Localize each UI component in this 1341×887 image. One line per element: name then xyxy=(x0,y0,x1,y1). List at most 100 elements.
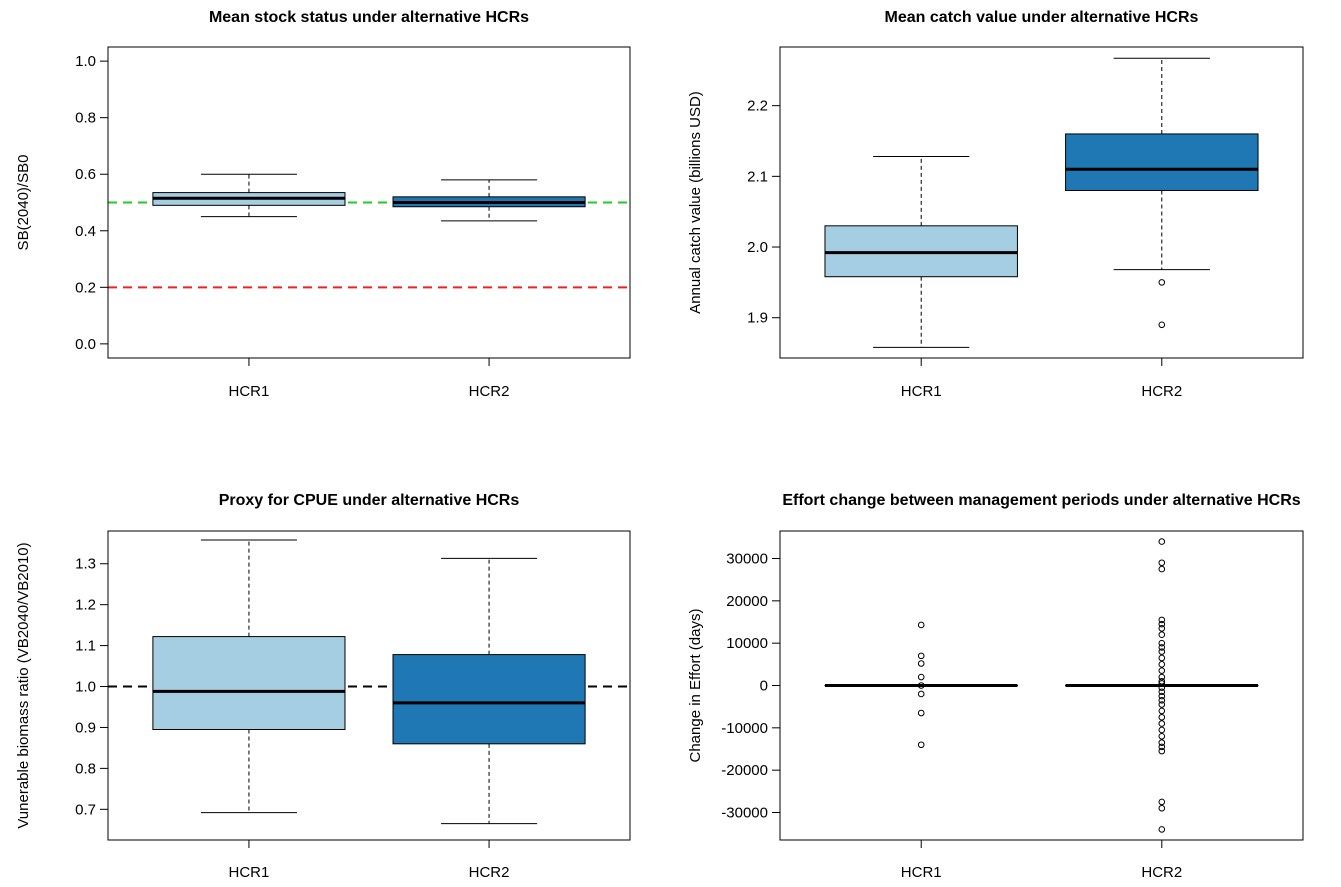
outlier-point xyxy=(1158,713,1166,721)
y-tick-label: 2.2 xyxy=(747,98,768,115)
chart-panel-1: Mean stock status under alternative HCRs… xyxy=(15,9,631,400)
y-axis-label: SB(2040)/SB0 xyxy=(15,155,32,251)
box-hcr2 xyxy=(392,179,586,222)
y-tick-label: 1.2 xyxy=(75,597,96,614)
outlier-point xyxy=(1158,625,1166,632)
chart-title: Proxy for CPUE under alternative HCRs xyxy=(219,492,520,509)
y-tick-label: 1.3 xyxy=(75,556,96,573)
box-hcr1 xyxy=(824,621,1018,749)
box-hcr1 xyxy=(152,173,346,218)
outlier-point xyxy=(1158,684,1166,691)
outlier-point xyxy=(1158,565,1166,573)
y-tick-label: 0.0 xyxy=(75,336,96,353)
y-tick-label: 0 xyxy=(760,678,768,695)
y-axis-label: Change in Effort (days) xyxy=(687,609,704,763)
box-hcr1 xyxy=(152,539,346,814)
outlier-point xyxy=(1158,616,1166,624)
chart-title: Effort change between management periods… xyxy=(782,492,1300,509)
outlier-point xyxy=(1158,739,1166,746)
y-tick-label: -30000 xyxy=(721,804,768,821)
x-tick-label: HCR2 xyxy=(1141,864,1182,881)
outlier-point xyxy=(1158,538,1166,545)
outlier-point xyxy=(917,652,925,660)
outlier-point xyxy=(1158,680,1166,687)
outlier-point xyxy=(1158,688,1166,696)
outlier-point xyxy=(1158,747,1166,755)
y-tick-label: 1.0 xyxy=(75,53,96,70)
y-tick-label: 0.2 xyxy=(75,279,96,296)
outlier-point xyxy=(1158,804,1166,812)
outlier-point xyxy=(1158,798,1166,806)
box-hcr2 xyxy=(392,557,586,825)
outlier-point xyxy=(1158,661,1166,668)
y-tick-label: 0.4 xyxy=(75,223,96,240)
plot-frame xyxy=(107,530,631,841)
outlier-point xyxy=(1158,673,1166,681)
box-body xyxy=(152,636,346,730)
x-tick-label: HCR1 xyxy=(229,864,270,881)
y-axis-label: Vunerable biomass ratio (VB2040/VB2010) xyxy=(15,542,32,828)
plot-frame xyxy=(779,530,1304,841)
outlier-point xyxy=(917,690,925,698)
outlier-point xyxy=(917,682,925,689)
outlier-point xyxy=(1158,677,1166,685)
outlier-point xyxy=(1158,620,1166,628)
x-tick-label: HCR1 xyxy=(901,383,942,400)
y-tick-label: -10000 xyxy=(721,720,768,737)
plot-frame xyxy=(779,46,1304,359)
outlier-point xyxy=(1158,707,1166,715)
box-body xyxy=(1065,133,1259,191)
y-tick-label: 0.7 xyxy=(75,801,96,818)
x-tick-label: HCR1 xyxy=(229,383,270,400)
y-tick-label: 0.8 xyxy=(75,110,96,127)
y-tick-label: 2.1 xyxy=(747,168,768,185)
outlier-point xyxy=(1158,321,1166,329)
box-hcr2 xyxy=(1065,57,1259,329)
outlier-point xyxy=(1158,559,1166,567)
outlier-point xyxy=(917,621,925,629)
outlier-point xyxy=(1158,631,1166,639)
box-hcr2 xyxy=(1065,538,1259,833)
outlier-point xyxy=(1158,667,1166,674)
y-tick-label: 1.9 xyxy=(747,310,768,327)
y-tick-label: 10000 xyxy=(726,635,768,652)
chart-panel-3: Proxy for CPUE under alternative HCRs Vun… xyxy=(15,492,631,881)
chart-panel-4: Effort change between management periods… xyxy=(687,492,1304,881)
box-hcr1 xyxy=(824,156,1018,348)
outlier-point xyxy=(917,741,925,749)
chart-title: Mean stock status under alternative HCRs xyxy=(209,9,529,26)
outlier-point xyxy=(917,673,925,681)
outlier-point xyxy=(1158,701,1166,708)
outlier-point xyxy=(1158,692,1166,700)
x-tick-label: HCR2 xyxy=(1141,383,1182,400)
outlier-point xyxy=(1158,697,1166,704)
outlier-point xyxy=(1158,720,1166,727)
y-tick-label: 2.0 xyxy=(747,239,768,256)
y-tick-label: 20000 xyxy=(726,593,768,610)
plot-frame xyxy=(107,46,631,359)
x-tick-label: HCR1 xyxy=(901,864,942,881)
y-tick-label: 30000 xyxy=(726,551,768,568)
outlier-point xyxy=(1158,648,1166,655)
x-tick-label: HCR2 xyxy=(469,383,510,400)
outlier-point xyxy=(1158,732,1166,740)
outlier-point xyxy=(917,709,925,717)
outlier-point xyxy=(917,660,925,667)
outlier-point xyxy=(1158,726,1166,734)
box-body xyxy=(392,654,586,745)
y-tick-label: 0.8 xyxy=(75,760,96,777)
outlier-point xyxy=(1158,644,1166,651)
y-tick-label: 1.0 xyxy=(75,679,96,696)
y-axis-label: Annual catch value (billions USD) xyxy=(687,91,704,314)
chart-title: Mean catch value under alternative HCRs xyxy=(885,9,1199,26)
y-tick-label: 0.9 xyxy=(75,719,96,736)
y-tick-label: 0.6 xyxy=(75,166,96,183)
chart-panel-2: Mean catch value under alternative HCRs A… xyxy=(687,9,1304,400)
y-tick-label: -20000 xyxy=(721,762,768,779)
outlier-point xyxy=(1158,826,1166,833)
outlier-point xyxy=(1158,654,1166,662)
y-tick-label: 1.1 xyxy=(75,638,96,655)
outlier-point xyxy=(1158,639,1166,647)
outlier-point xyxy=(1158,743,1166,751)
